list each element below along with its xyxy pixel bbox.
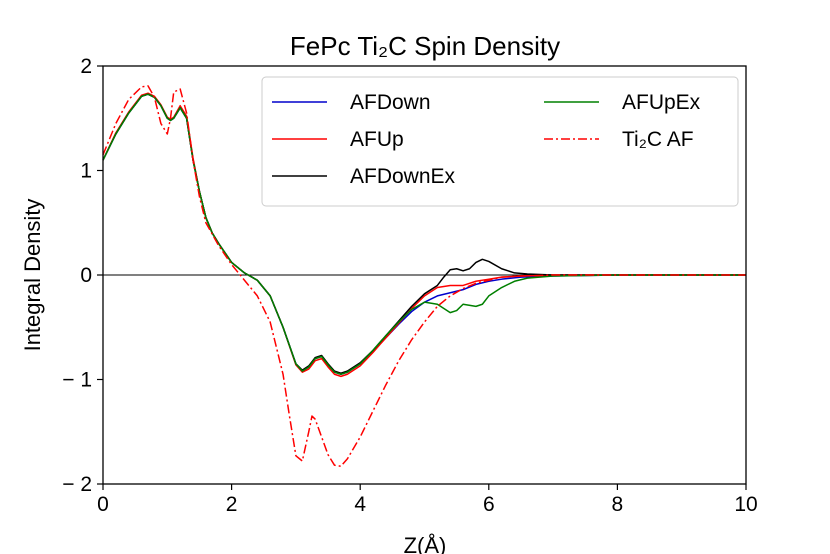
y-tick-label: 2 [80,55,92,78]
x-tick-label: 8 [612,493,624,516]
legend-box [261,76,739,207]
x-tick-label: 4 [354,493,366,516]
series-line-3 [102,93,746,376]
legend-label: AFDownEx [350,165,456,188]
y-tick-label: 1 [80,160,92,183]
legend-label: AFUp [350,128,404,151]
y-axis-title: Integral Density [20,199,45,352]
legend-label: Ti₂C AF [622,128,694,151]
x-tick-label: 6 [483,493,495,516]
x-axis-title: Z(Å) [404,533,447,554]
x-tick-label: 10 [734,493,757,516]
y-tick-label: − 2 [62,473,92,496]
legend-label: AFUpEx [622,91,701,114]
y-tick-label: 0 [80,264,92,287]
chart-title: FePc Ti₂C Spin Density [290,31,560,61]
legend-label: AFDown [350,91,431,114]
x-tick-label: 0 [97,493,109,516]
y-tick-label: − 1 [62,369,92,392]
series-line-1 [102,92,746,378]
x-tick-label: 2 [226,493,238,516]
series-line-4 [102,85,746,467]
